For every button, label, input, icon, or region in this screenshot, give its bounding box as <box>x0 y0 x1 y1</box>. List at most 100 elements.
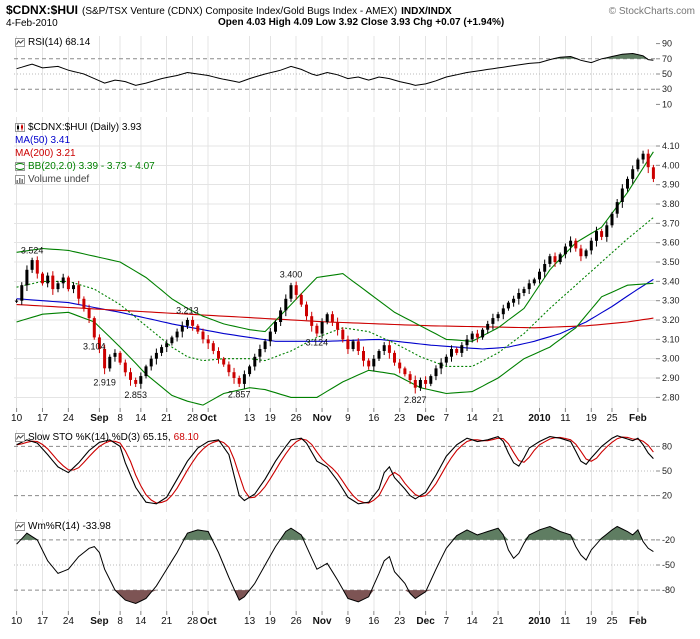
candle-body <box>185 320 189 326</box>
rsi-indicator-icon <box>15 38 25 47</box>
overlay-4-line <box>16 282 654 406</box>
sto-legend-label-d: 68.10 <box>173 432 199 443</box>
y-axis-tick-label: 3.00 <box>662 354 680 364</box>
y-axis-tick-label: -50 <box>662 560 675 570</box>
candle-body <box>279 310 283 322</box>
candle-body <box>61 277 65 284</box>
rsi-line <box>16 52 654 86</box>
candle-body <box>558 254 562 262</box>
candle-body <box>470 333 474 340</box>
y-axis-tick-label: 20 <box>662 491 672 501</box>
x-axis-tick-label: 19 <box>265 616 277 627</box>
candle-body <box>268 331 272 342</box>
x-axis-tick-label: 16 <box>368 616 380 627</box>
candle-body <box>610 213 614 226</box>
candle-body <box>574 240 578 249</box>
candle-body <box>522 289 526 293</box>
y-axis-tick-label: 90 <box>662 39 672 49</box>
candle-body <box>66 277 70 290</box>
rsi-plot <box>16 52 654 86</box>
candle-body <box>72 285 75 290</box>
price-annotation: 2.853 <box>124 390 147 400</box>
candle-body <box>258 349 262 357</box>
wmr-legend: Wm%R(14) -33.98 <box>15 521 111 532</box>
wmr-oversold-fill <box>16 590 654 604</box>
candle-body <box>429 376 433 384</box>
x-axis-tick-label: 28 <box>187 616 199 627</box>
y-axis-tick-label: 3.80 <box>662 199 680 209</box>
x-axis-tick-label: 10 <box>11 616 23 627</box>
candle-body <box>636 159 640 170</box>
candle-body <box>15 300 19 302</box>
candle-body <box>134 380 138 384</box>
price-annotations: 3.524 3.104 2.919 2.853 3.213 2.857 3.400 3.124… <box>21 245 427 405</box>
rsi-legend-label: RSI(14) 68.14 <box>28 37 91 48</box>
candles <box>15 149 655 394</box>
y-axis-tick-label: 4.00 <box>662 160 680 170</box>
volume-icon <box>15 175 25 184</box>
candle-body <box>465 339 469 346</box>
candle-body <box>589 240 593 251</box>
candle-body <box>217 351 220 359</box>
ma200-legend: MA(200) 3.21 <box>15 148 76 159</box>
y-axis-tick-label: 3.70 <box>662 218 680 228</box>
x-axis-tick-label: 2010 <box>528 616 551 627</box>
candle-body <box>569 240 573 247</box>
x-axis-tick-label: 25 <box>606 616 618 627</box>
price-plot <box>16 151 654 406</box>
candle-body <box>543 264 547 272</box>
x-axis-tick-label: 9 <box>345 616 351 627</box>
x-axis-tick-label: Dec <box>416 616 435 627</box>
overlay-3-line <box>16 217 654 367</box>
y-axis-tick-label: 2.80 <box>662 392 680 402</box>
candle-body <box>362 351 365 361</box>
y-axis-tick-label: 80 <box>662 441 672 451</box>
candle-body <box>506 302 510 309</box>
rsi-legend: RSI(14) 68.14 <box>15 37 90 48</box>
candle-body <box>563 246 567 255</box>
y-axis-tick-label: 3.40 <box>662 276 680 286</box>
candle-body <box>129 372 132 380</box>
price-legend-label: $CDNX:$HUI (Daily) 3.93 <box>28 122 142 133</box>
williams-r-indicator-icon <box>15 522 25 531</box>
candle-body <box>160 347 164 353</box>
x-axis-tick-label: 28 <box>187 413 199 424</box>
candle-body <box>103 349 107 369</box>
candle-body <box>180 325 184 332</box>
candle-body <box>553 256 557 262</box>
candle-body <box>263 341 267 349</box>
candle-body <box>455 349 459 353</box>
y-axis-tick-label: -80 <box>662 585 675 595</box>
y-axis-tick-label: 3.20 <box>662 315 680 325</box>
x-axis-tick-label: Feb <box>629 413 647 424</box>
candle-body <box>154 352 158 359</box>
candle-body <box>584 250 588 257</box>
y-axis-tick-label: -20 <box>662 535 675 545</box>
candle-body <box>206 339 210 344</box>
x-axis-tick-label: 24 <box>63 413 75 424</box>
sto-legend: Slow STO %K(14) %D(3) 65.15, 68.10 <box>15 432 199 443</box>
candle-body <box>108 356 112 369</box>
y-axis-tick-label: 3.10 <box>662 334 680 344</box>
candle-body <box>237 378 241 384</box>
x-axis-tick-label: 21 <box>161 616 173 627</box>
x-axis-tick-label: 13 <box>244 413 256 424</box>
candle-body <box>398 362 402 369</box>
wmr-line <box>16 525 654 605</box>
candle-body <box>336 322 340 330</box>
chart-date: 4-Feb-2010 <box>6 18 58 29</box>
volume-legend-label: Volume undef <box>28 174 90 185</box>
candle-body <box>274 322 277 332</box>
candle-body <box>310 316 314 326</box>
ohlc-quote: Open 4.03 High 4.09 Low 3.92 Close 3.93 … <box>218 17 505 28</box>
y-axis-tick-label: 4.10 <box>662 141 680 151</box>
sto-plot <box>16 435 654 505</box>
candle-body <box>41 273 44 284</box>
candle-body <box>615 202 619 214</box>
symbol-type: INDX/INDX <box>401 6 452 17</box>
candle-body <box>351 341 355 349</box>
candle-body <box>320 322 324 334</box>
x-axis-tick-label: 16 <box>368 413 380 424</box>
x-axis-tick-label: Oct <box>200 616 217 627</box>
